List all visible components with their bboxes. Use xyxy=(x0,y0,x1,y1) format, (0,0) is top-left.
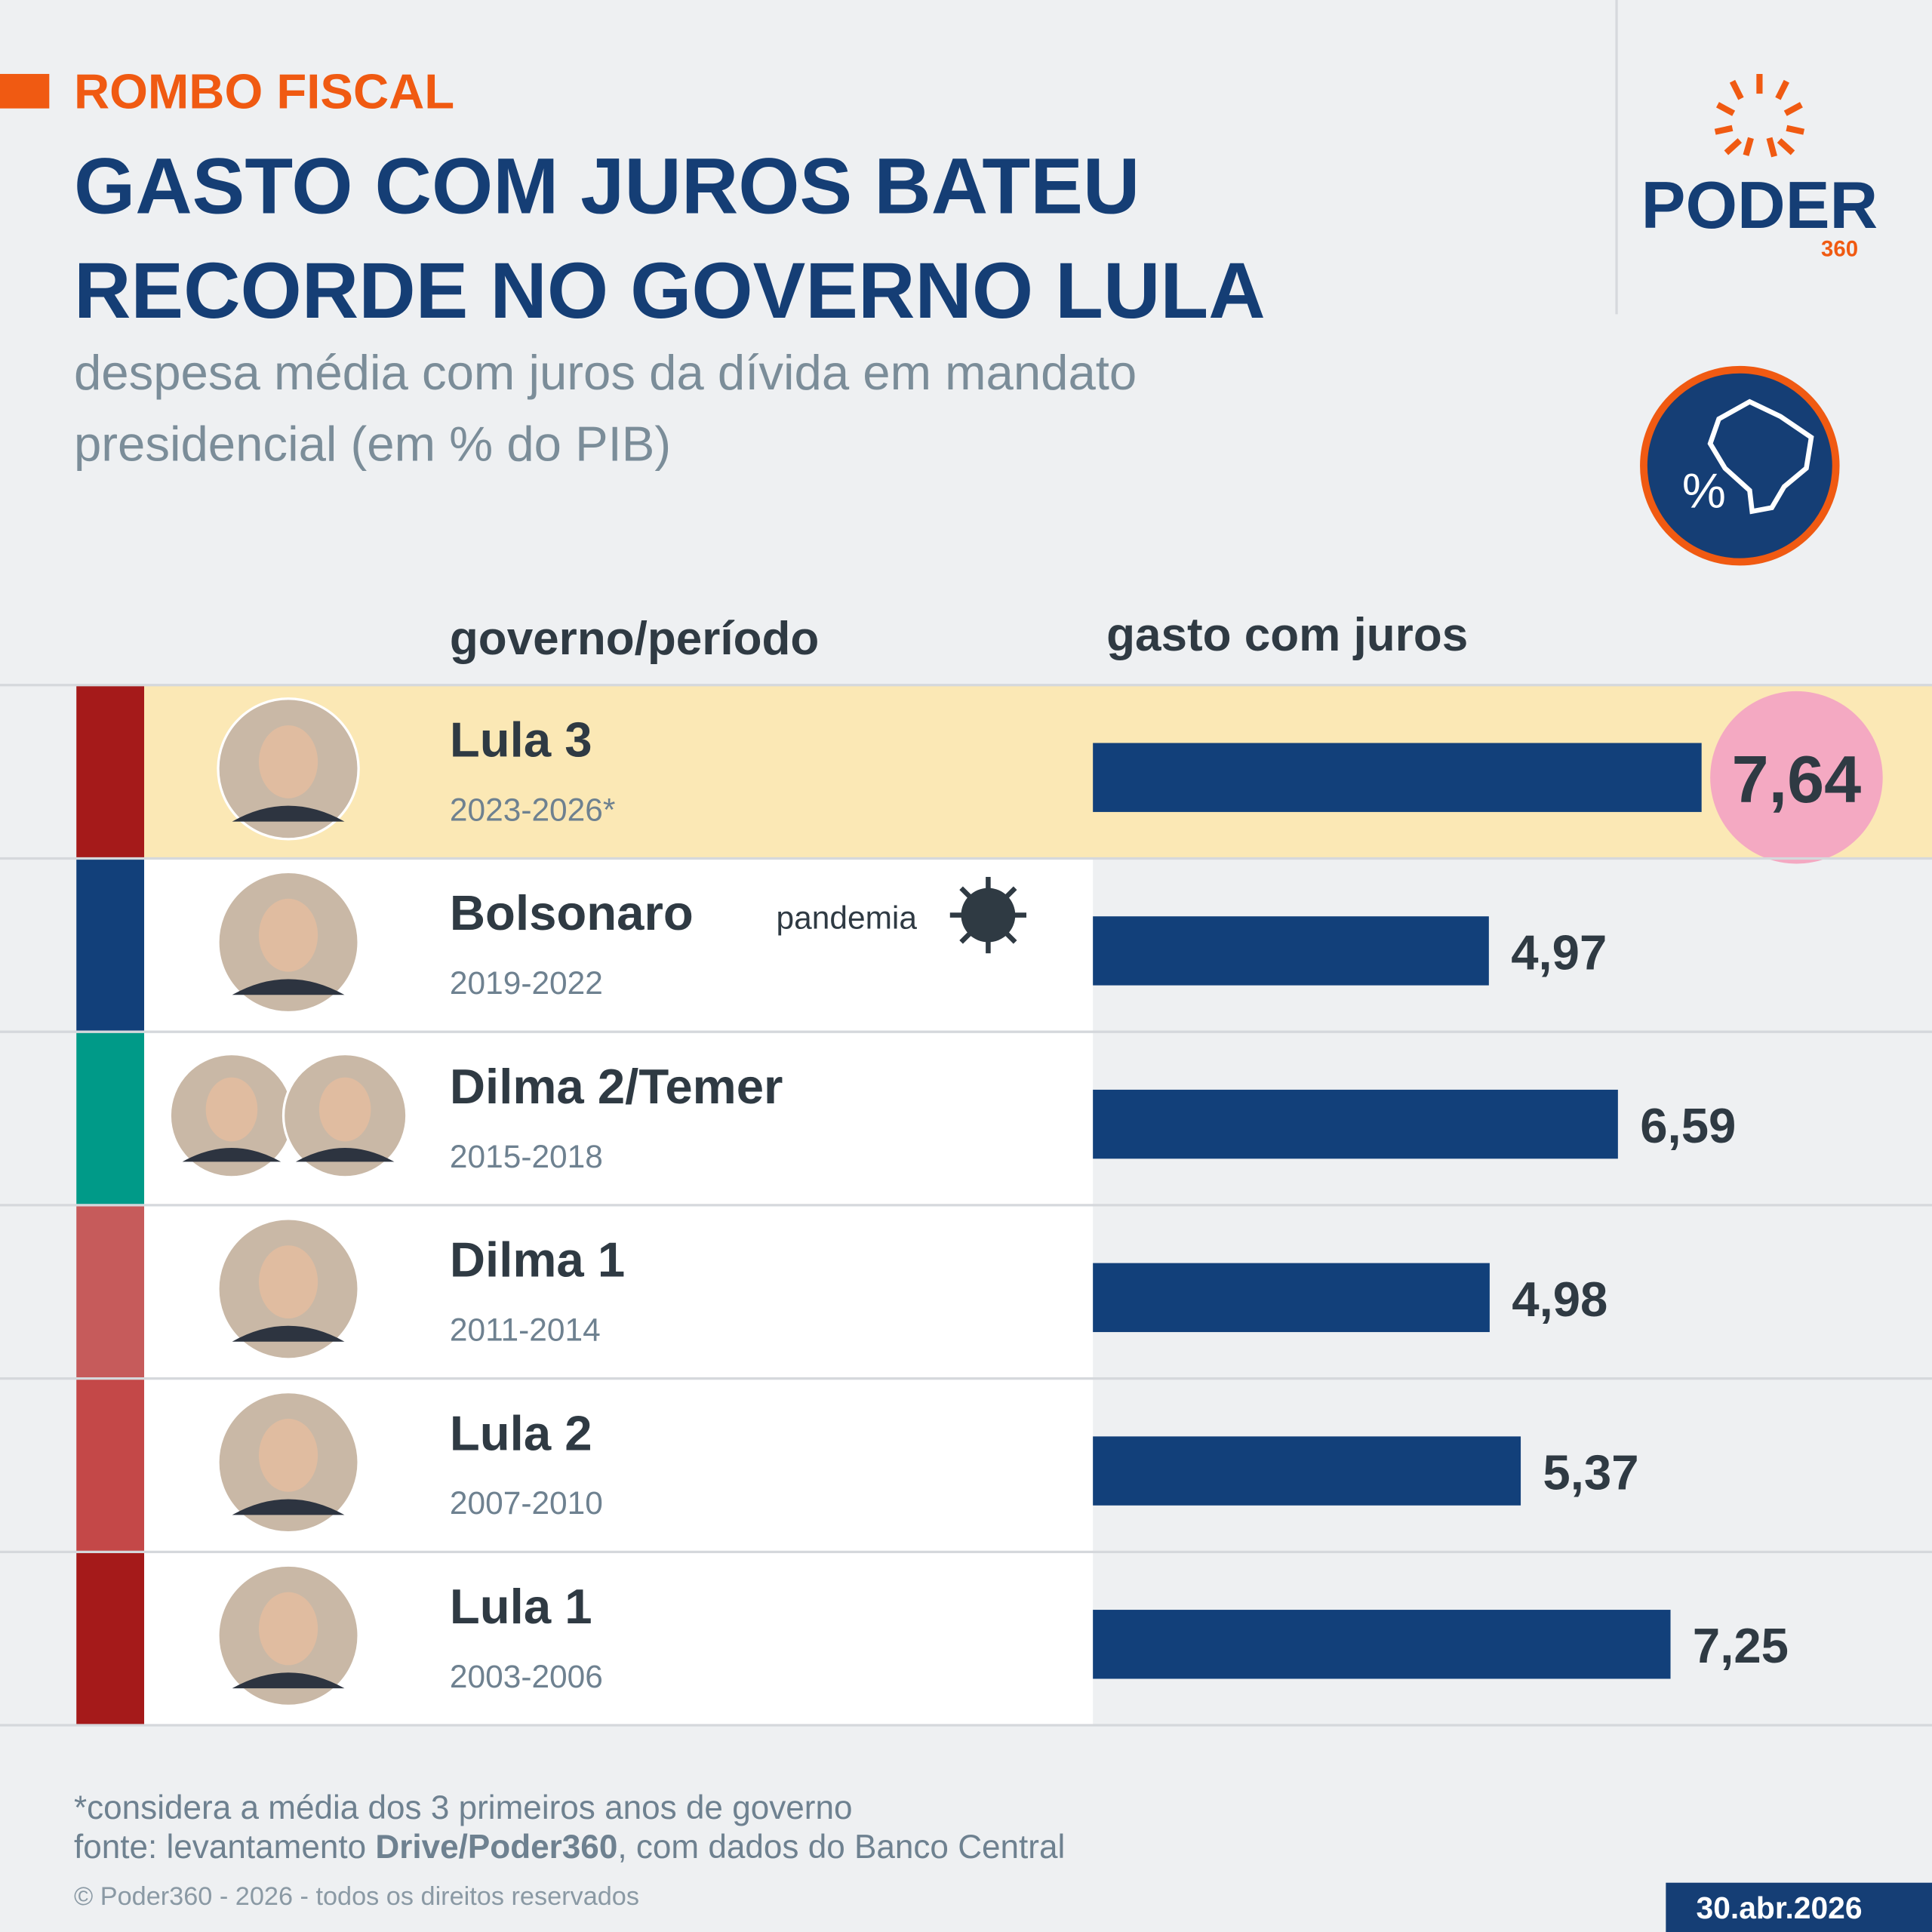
category-label: Dilma 2/Temer xyxy=(450,1059,783,1114)
row-side xyxy=(76,858,145,1032)
highlight-badge xyxy=(1710,691,1883,864)
svg-text:%: % xyxy=(1682,463,1726,518)
row-side xyxy=(76,1204,145,1379)
photo-face xyxy=(205,1077,258,1142)
icon: % xyxy=(1640,365,1840,566)
title: RECORDE NO GOVERNO LULA xyxy=(74,247,1266,335)
source-text: , com dados do Banco Central xyxy=(617,1829,1065,1866)
photo-body xyxy=(232,805,345,822)
source: fonte: levantamento Drive/Poder360, com … xyxy=(74,1829,1065,1866)
photo-body xyxy=(295,1148,395,1162)
photo-body xyxy=(232,1499,345,1515)
footnote: *considera a média dos 3 primeiros anos … xyxy=(74,1789,853,1826)
date-box xyxy=(1666,1882,1932,1932)
photo-body xyxy=(182,1148,281,1162)
value-label: 4,97 xyxy=(1511,924,1607,980)
period-label: 2007-2010 xyxy=(450,1485,603,1521)
period-label: 2023-2026* xyxy=(450,792,615,827)
category-label: Lula 1 xyxy=(450,1579,592,1634)
virus-spike xyxy=(959,886,973,900)
virus-icon xyxy=(961,888,1016,943)
logo-sun xyxy=(1714,73,1805,158)
bar xyxy=(1093,743,1702,812)
bar xyxy=(1093,1089,1618,1159)
date: 30.abr.2026 xyxy=(1697,1890,1863,1925)
kicker: ROMBO FISCAL xyxy=(74,64,454,119)
source-bold: Drive/Poder360 xyxy=(375,1829,617,1866)
photo-face xyxy=(258,898,318,972)
photo-face xyxy=(258,1418,318,1492)
value-label: 7,25 xyxy=(1693,1618,1789,1673)
bar xyxy=(1093,916,1489,986)
category-label: Lula 3 xyxy=(450,712,592,767)
period-label: 2011-2014 xyxy=(450,1312,601,1347)
row-side xyxy=(76,1032,145,1205)
logo: PODER 360 xyxy=(1641,73,1878,262)
period-label: 2015-2018 xyxy=(450,1139,603,1174)
row-side xyxy=(76,1552,145,1726)
logo-name: PODER xyxy=(1641,168,1878,242)
category-header: governo/período xyxy=(450,613,819,665)
bar xyxy=(1093,1263,1490,1333)
photo-body xyxy=(232,1325,345,1342)
value-label: 7,64 xyxy=(1732,742,1862,817)
period-label: 2019-2022 xyxy=(450,965,603,1001)
logo-number: 360 xyxy=(1821,237,1858,262)
annotation: pandemia xyxy=(777,900,918,936)
value-header: gasto com juros xyxy=(1106,609,1468,661)
photo-body xyxy=(232,979,345,995)
source-text: fonte: levantamento xyxy=(74,1829,375,1866)
subtitle: despesa média com juros da dívida em man… xyxy=(74,345,1137,400)
value-label: 4,98 xyxy=(1512,1272,1607,1327)
subtitle: presidencial (em % do PIB) xyxy=(74,417,671,472)
photo-face xyxy=(318,1077,371,1142)
kicker-mark xyxy=(0,73,50,109)
virus-spike xyxy=(1004,931,1017,944)
row-side xyxy=(76,685,145,859)
category-label: Dilma 1 xyxy=(450,1232,625,1287)
virus-spike xyxy=(959,931,973,944)
copyright: © Poder360 - 2026 - todos os direitos re… xyxy=(74,1882,639,1911)
period-label: 2003-2006 xyxy=(450,1659,603,1694)
photo-face xyxy=(258,1245,318,1319)
bar xyxy=(1093,1610,1671,1679)
title: GASTO COM JUROS BATEU xyxy=(74,142,1140,230)
value-label: 6,59 xyxy=(1640,1098,1736,1153)
virus-spike xyxy=(1004,886,1017,900)
category-label: Bolsonaro xyxy=(450,885,694,940)
photo-face xyxy=(258,1592,318,1666)
value-label: 5,37 xyxy=(1543,1445,1638,1500)
category-label: Lula 2 xyxy=(450,1405,592,1460)
photo-body xyxy=(232,1672,345,1689)
bar xyxy=(1093,1436,1521,1506)
row-side xyxy=(76,1378,145,1552)
photo-face xyxy=(258,725,318,798)
